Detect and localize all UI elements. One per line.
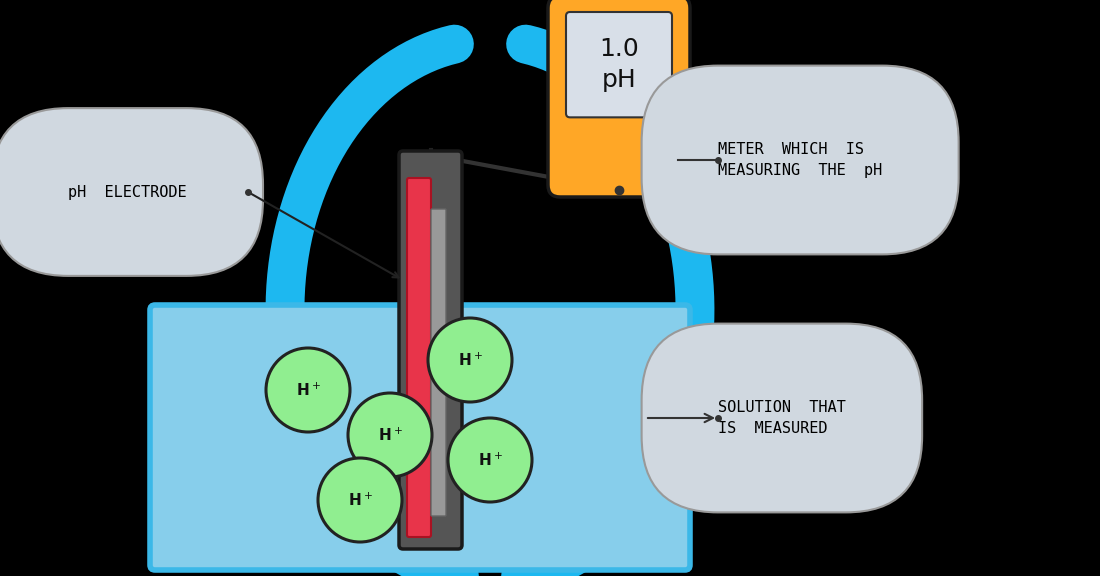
Circle shape (448, 418, 532, 502)
Text: H$^+$: H$^+$ (348, 491, 373, 509)
Circle shape (318, 458, 402, 542)
Circle shape (266, 348, 350, 432)
FancyBboxPatch shape (407, 178, 431, 537)
FancyBboxPatch shape (150, 305, 690, 570)
Circle shape (428, 318, 512, 402)
FancyBboxPatch shape (548, 0, 690, 197)
Text: SOLUTION  THAT
IS  MEASURED: SOLUTION THAT IS MEASURED (718, 400, 846, 436)
FancyBboxPatch shape (399, 151, 462, 549)
Text: H$^+$: H$^+$ (296, 381, 320, 399)
Text: H$^+$: H$^+$ (458, 351, 483, 369)
Text: METER  WHICH  IS
MEASURING  THE  pH: METER WHICH IS MEASURING THE pH (718, 142, 882, 178)
FancyBboxPatch shape (566, 12, 672, 118)
Circle shape (348, 393, 432, 477)
Text: pH  ELECTRODE: pH ELECTRODE (68, 184, 187, 199)
FancyBboxPatch shape (431, 209, 446, 516)
Text: 1.0
pH: 1.0 pH (600, 37, 639, 93)
Text: H$^+$: H$^+$ (377, 426, 403, 444)
Text: H$^+$: H$^+$ (477, 452, 503, 469)
